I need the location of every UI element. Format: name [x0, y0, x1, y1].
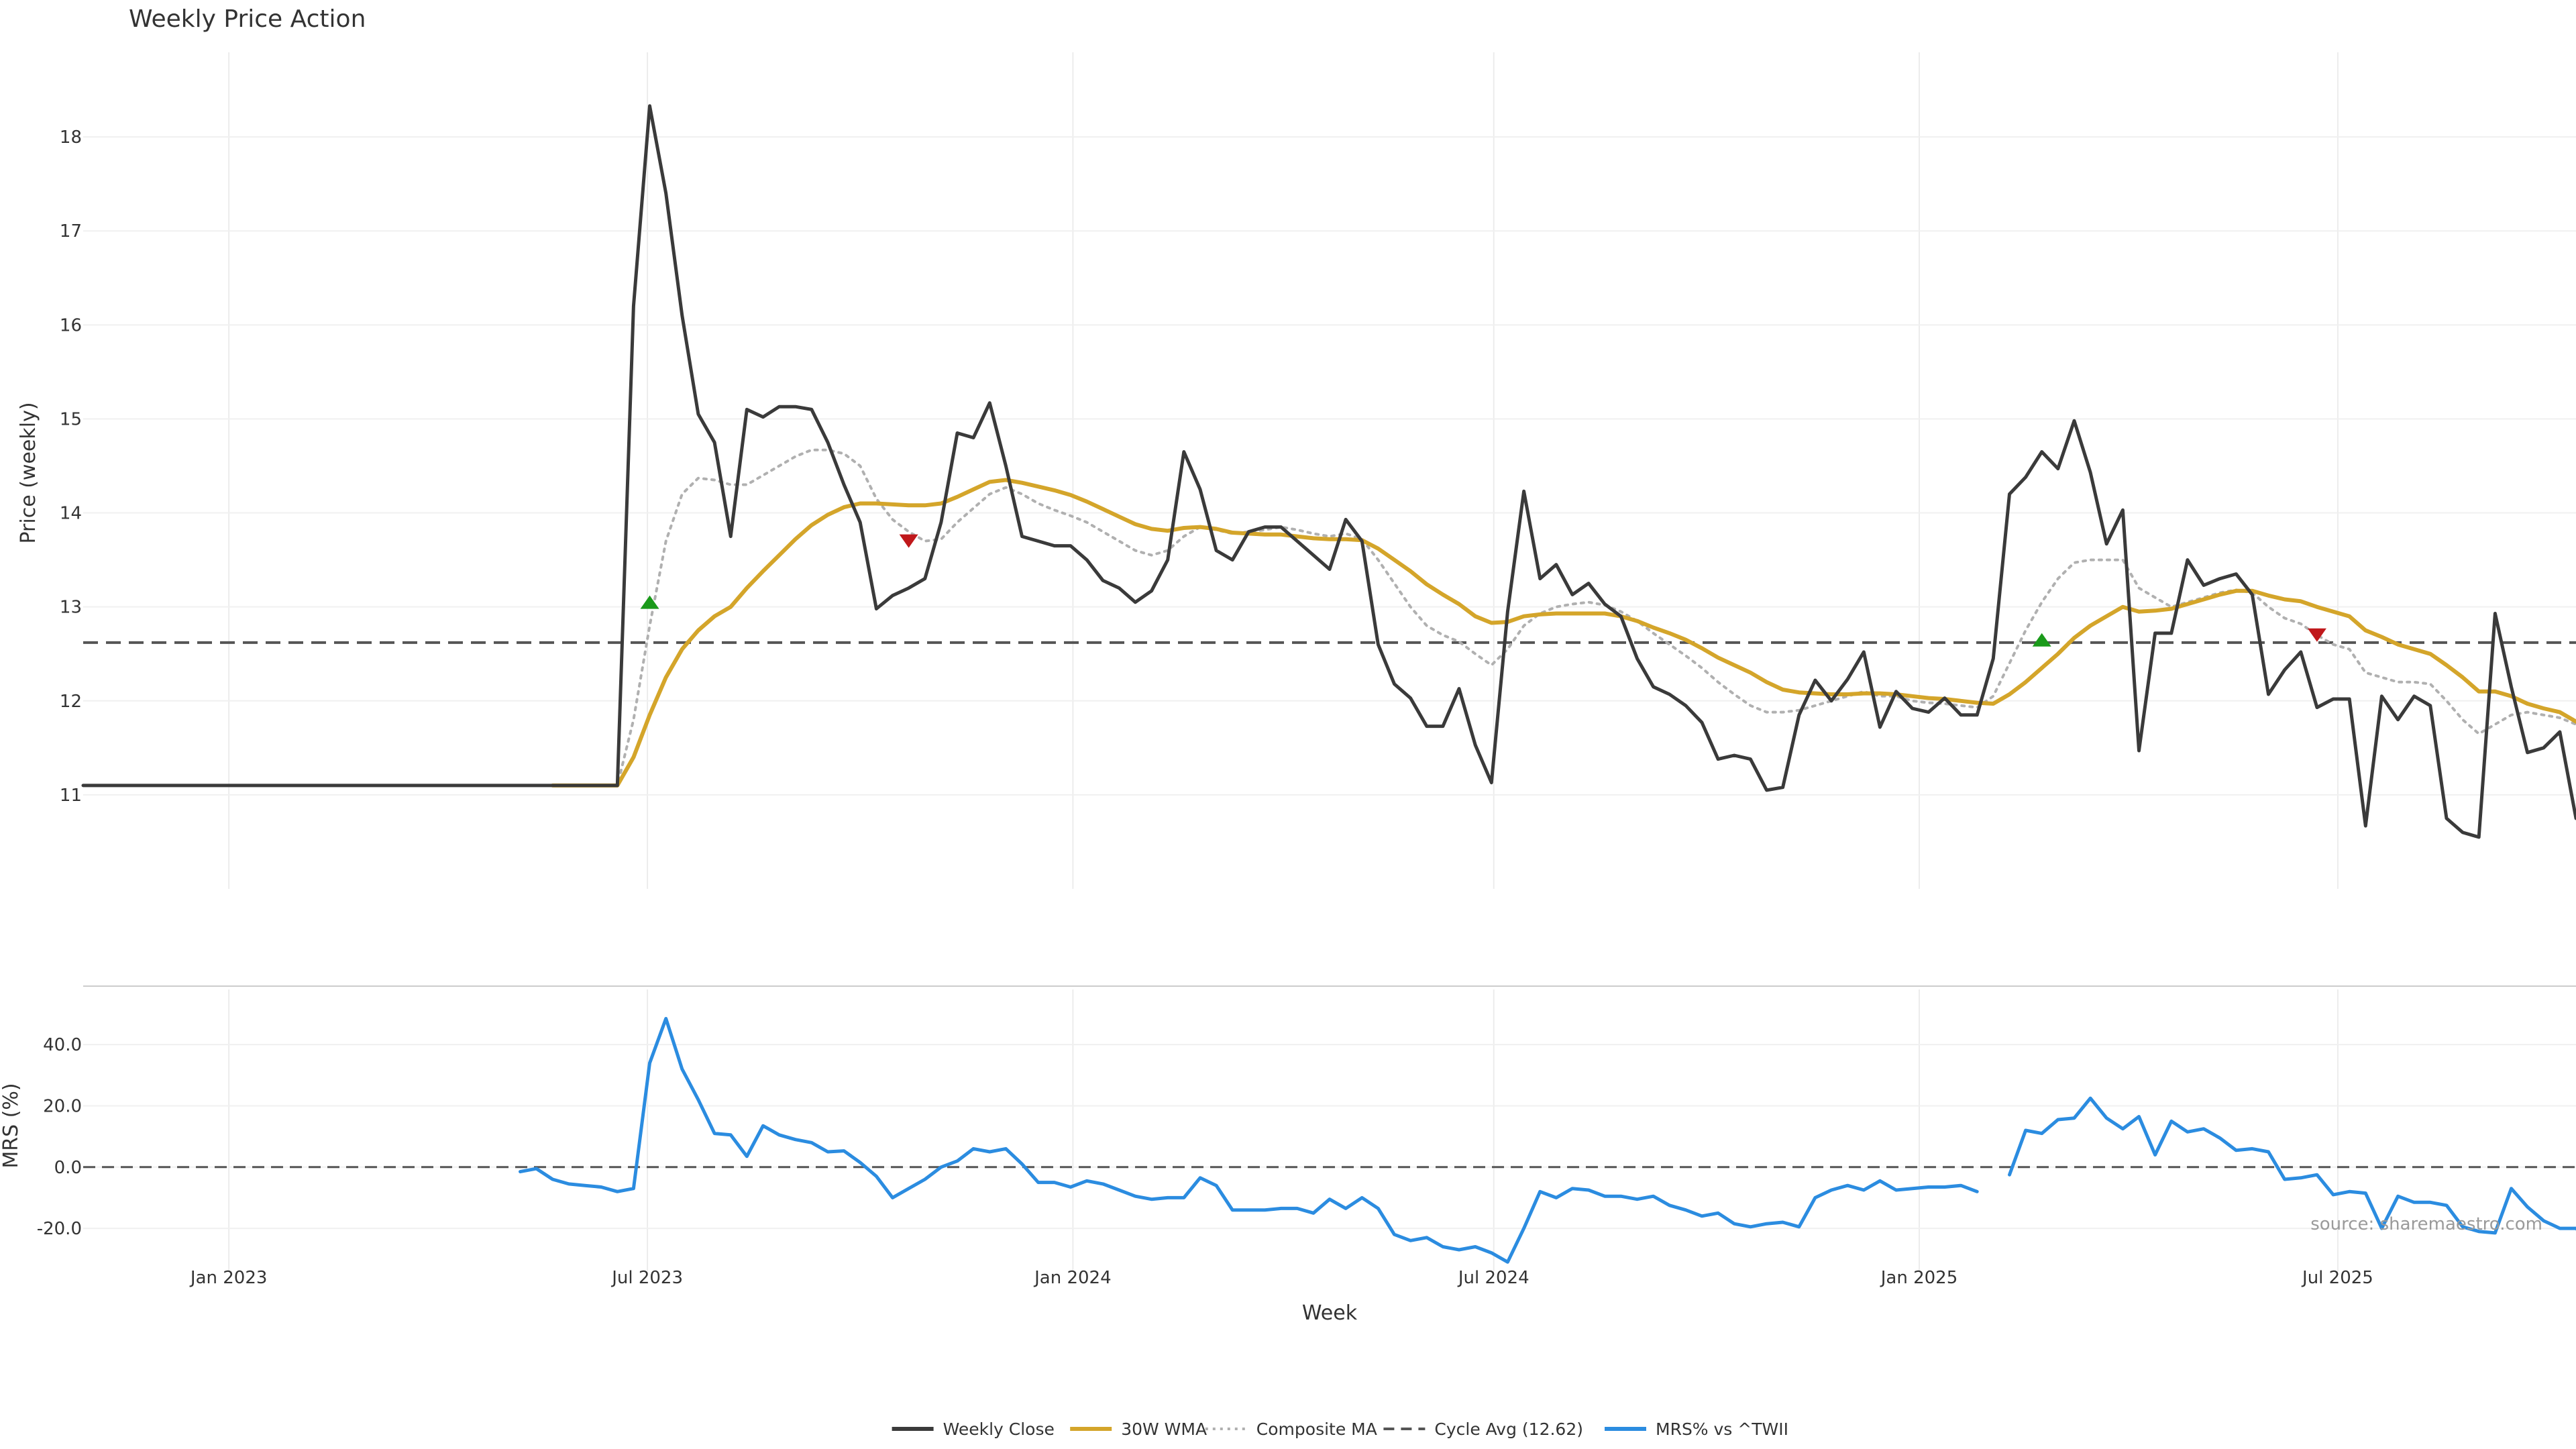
- price-y-tick-label: 11: [60, 786, 82, 806]
- x-tick-label: Jul 2024: [1457, 1268, 1529, 1288]
- price-y-tick-label: 15: [60, 409, 82, 429]
- x-tick-labels: Jan 2023 Jul 2023 Jan 2024 Jul 2024 Jan 2025…: [189, 1268, 2373, 1288]
- price-y-tick-label: 13: [60, 598, 82, 618]
- legend-label: Weekly Close: [943, 1419, 1055, 1439]
- legend-label: MRS% vs ^TWII: [1656, 1419, 1788, 1439]
- mrs-y-tick-label: 0.0: [54, 1158, 82, 1178]
- x-tick-label: Jan 2024: [1033, 1268, 1112, 1288]
- x-tick-label: Jul 2025: [2301, 1268, 2373, 1288]
- legend-label: Cycle Avg (12.62): [1434, 1419, 1583, 1439]
- x-tick-label: Jan 2025: [1880, 1268, 1958, 1288]
- legend-label: 30W WMA: [1121, 1419, 1207, 1439]
- mrs-y-tick-labels: 40.0 20.0 0.0 -20.0: [37, 1035, 82, 1239]
- buy-signal-marker: [2032, 633, 2051, 647]
- legend-item: MRS% vs ^TWII: [1605, 1419, 1788, 1439]
- price-y-tick-labels: 11 12 13 14 15 16 17 18: [60, 127, 82, 806]
- mrs-y-tick-label: 20.0: [43, 1096, 82, 1116]
- price-y-tick-label: 17: [60, 221, 82, 241]
- buy-signal-marker: [640, 595, 659, 609]
- mrs-series-group: [519, 1016, 2576, 1264]
- legend-item: Cycle Avg (12.62): [1383, 1419, 1583, 1439]
- mrs-y-tick-label: -20.0: [37, 1219, 82, 1239]
- composite-ma-line: [82, 448, 2576, 787]
- legend-item: Composite MA: [1205, 1419, 1377, 1439]
- price-y-axis-title: Price (weekly): [17, 402, 40, 543]
- price-y-tick-label: 12: [60, 692, 82, 712]
- x-tick-label: Jul 2023: [610, 1268, 683, 1288]
- chart-title: Weekly Price Action: [129, 5, 366, 33]
- x-axis-title: Week: [1302, 1301, 1358, 1325]
- mrs-y-axis-title: MRS (%): [0, 1083, 23, 1168]
- price-y-tick-label: 14: [60, 504, 82, 524]
- mrs-y-tick-label: 40.0: [43, 1035, 82, 1055]
- sell-signal-marker: [899, 534, 918, 548]
- price-y-tick-label: 16: [60, 315, 82, 335]
- legend-item: Weekly Close: [892, 1419, 1055, 1439]
- sell-signal-marker: [2307, 628, 2326, 642]
- source-note: source: sharemaestro.com: [2310, 1214, 2542, 1234]
- wma-30w-line: [550, 478, 2576, 788]
- weekly-close-line: [81, 104, 2576, 839]
- legend-label: Composite MA: [1256, 1419, 1377, 1439]
- mrs-line: [2008, 1096, 2576, 1235]
- chart-legend: Weekly Close 30W WMA Composite MA Cycle Avg…: [892, 1419, 1788, 1439]
- signal-markers: [640, 534, 2326, 647]
- price-panel-grid: [83, 52, 2576, 889]
- mrs-line: [519, 1016, 1979, 1264]
- price-y-tick-label: 18: [60, 127, 82, 148]
- legend-item: 30W WMA: [1070, 1419, 1207, 1439]
- price-series-group: [81, 104, 2576, 839]
- x-tick-label: Jan 2023: [189, 1268, 268, 1288]
